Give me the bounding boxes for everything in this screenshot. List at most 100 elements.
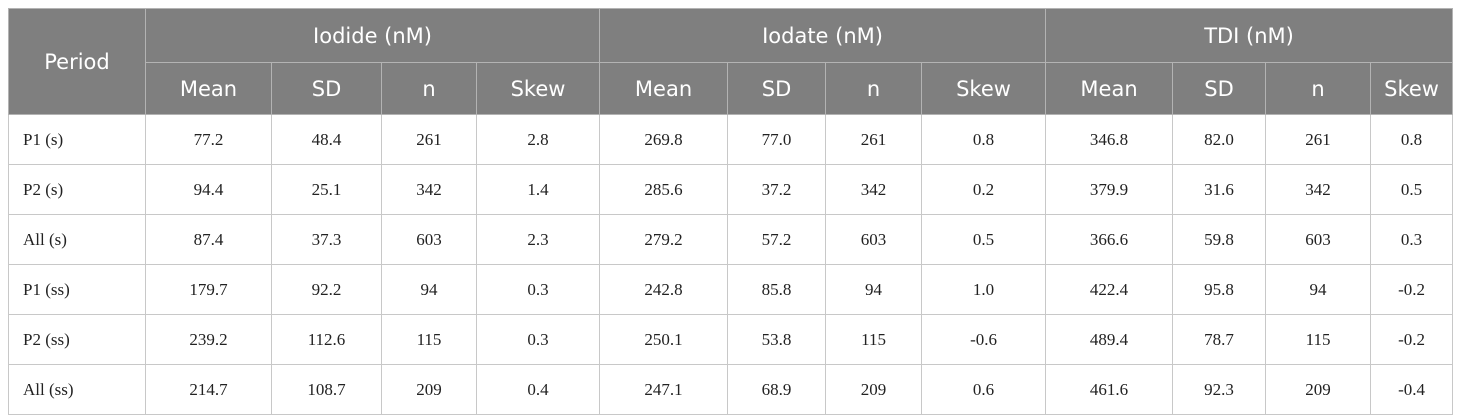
- group-header: TDI (nM): [1045, 8, 1454, 63]
- cell: 0.2: [921, 164, 1047, 215]
- cell: 261: [825, 114, 923, 165]
- row-label: All (s): [8, 214, 146, 265]
- cell: 346.8: [1045, 114, 1174, 165]
- cell: 461.6: [1045, 364, 1174, 415]
- cell: 115: [381, 314, 477, 365]
- cell: 603: [1265, 214, 1372, 265]
- cell: 31.6: [1172, 164, 1267, 215]
- cell: 53.8: [727, 314, 827, 365]
- cell: 108.7: [271, 364, 382, 415]
- cell: 342: [825, 164, 923, 215]
- cell: 0.6: [921, 364, 1047, 415]
- cell: 342: [1265, 164, 1372, 215]
- cell: 82.0: [1172, 114, 1267, 165]
- cell: 77.2: [145, 114, 272, 165]
- column-header: Mean: [145, 62, 272, 115]
- cell: 342: [381, 164, 477, 215]
- cell: 209: [825, 364, 923, 415]
- column-header: Skew: [475, 62, 601, 115]
- cell: 78.7: [1172, 314, 1267, 365]
- cell: 239.2: [145, 314, 272, 365]
- cell: 379.9: [1045, 164, 1174, 215]
- group-header: Iodate (nM): [599, 8, 1047, 63]
- period-header: Period: [8, 8, 146, 115]
- cell: 92.3: [1172, 364, 1267, 415]
- cell: 0.3: [1370, 214, 1454, 265]
- cell: 0.8: [921, 114, 1047, 165]
- column-header: n: [825, 62, 923, 115]
- cell: -0.4: [1370, 364, 1454, 415]
- column-header: Mean: [1045, 62, 1174, 115]
- cell: 112.6: [271, 314, 382, 365]
- row-label: P2 (ss): [8, 314, 146, 365]
- cell: 489.4: [1045, 314, 1174, 365]
- cell: 209: [381, 364, 477, 415]
- cell: 92.2: [271, 264, 382, 315]
- cell: 0.8: [1370, 114, 1454, 165]
- cell: 57.2: [727, 214, 827, 265]
- cell: 77.0: [727, 114, 827, 165]
- column-header: SD: [1172, 62, 1267, 115]
- column-header: n: [1265, 62, 1372, 115]
- cell: 68.9: [727, 364, 827, 415]
- cell: 242.8: [599, 264, 729, 315]
- column-header: n: [381, 62, 477, 115]
- cell: 285.6: [599, 164, 729, 215]
- cell: 0.3: [475, 314, 601, 365]
- column-header: Skew: [921, 62, 1047, 115]
- data-table: Period Iodide (nM) Iodate (nM) TDI (nM) Mea…: [8, 8, 1454, 415]
- cell: 115: [825, 314, 923, 365]
- cell: 94.4: [145, 164, 272, 215]
- cell: 37.2: [727, 164, 827, 215]
- cell: 0.5: [921, 214, 1047, 265]
- cell: 37.3: [271, 214, 382, 265]
- cell: 269.8: [599, 114, 729, 165]
- row-label: P1 (ss): [8, 264, 146, 315]
- cell: 94: [381, 264, 477, 315]
- cell: 603: [381, 214, 477, 265]
- cell: 2.3: [475, 214, 601, 265]
- table-row: All (ss) 214.7 108.7 209 0.4 247.1 68.9 209 0.6 4…: [8, 364, 1454, 415]
- cell: -0.6: [921, 314, 1047, 365]
- column-header: Mean: [599, 62, 729, 115]
- cell: 115: [1265, 314, 1372, 365]
- cell: 279.2: [599, 214, 729, 265]
- row-label: P1 (s): [8, 114, 146, 165]
- cell: 261: [1265, 114, 1372, 165]
- row-label: All (ss): [8, 364, 146, 415]
- cell: 25.1: [271, 164, 382, 215]
- cell: 94: [1265, 264, 1372, 315]
- cell: 422.4: [1045, 264, 1174, 315]
- cell: 366.6: [1045, 214, 1174, 265]
- cell: 48.4: [271, 114, 382, 165]
- column-header: SD: [271, 62, 382, 115]
- column-header: Skew: [1370, 62, 1454, 115]
- column-header: SD: [727, 62, 827, 115]
- cell: 2.8: [475, 114, 601, 165]
- table-row: P1 (ss) 179.7 92.2 94 0.3 242.8 85.8 94 1.0 422.4…: [8, 264, 1454, 315]
- row-label: P2 (s): [8, 164, 146, 215]
- cell: 250.1: [599, 314, 729, 365]
- cell: 214.7: [145, 364, 272, 415]
- cell: 261: [381, 114, 477, 165]
- cell: 0.3: [475, 264, 601, 315]
- cell: 603: [825, 214, 923, 265]
- cell: 95.8: [1172, 264, 1267, 315]
- table-row: All (s) 87.4 37.3 603 2.3 279.2 57.2 603 0.5 366.…: [8, 214, 1454, 265]
- cell: 247.1: [599, 364, 729, 415]
- table-row: P2 (s) 94.4 25.1 342 1.4 285.6 37.2 342 0.2 379.9…: [8, 164, 1454, 215]
- cell: 94: [825, 264, 923, 315]
- cell: 0.4: [475, 364, 601, 415]
- cell: 85.8: [727, 264, 827, 315]
- cell: 87.4: [145, 214, 272, 265]
- cell: -0.2: [1370, 264, 1454, 315]
- cell: 209: [1265, 364, 1372, 415]
- cell: 59.8: [1172, 214, 1267, 265]
- group-header: Iodide (nM): [144, 8, 601, 63]
- table-row: P1 (s) 77.2 48.4 261 2.8 269.8 77.0 261 0.8 346.8…: [8, 114, 1454, 165]
- cell: 0.5: [1370, 164, 1454, 215]
- cell: 1.0: [921, 264, 1047, 315]
- cell: 179.7: [145, 264, 272, 315]
- cell: -0.2: [1370, 314, 1454, 365]
